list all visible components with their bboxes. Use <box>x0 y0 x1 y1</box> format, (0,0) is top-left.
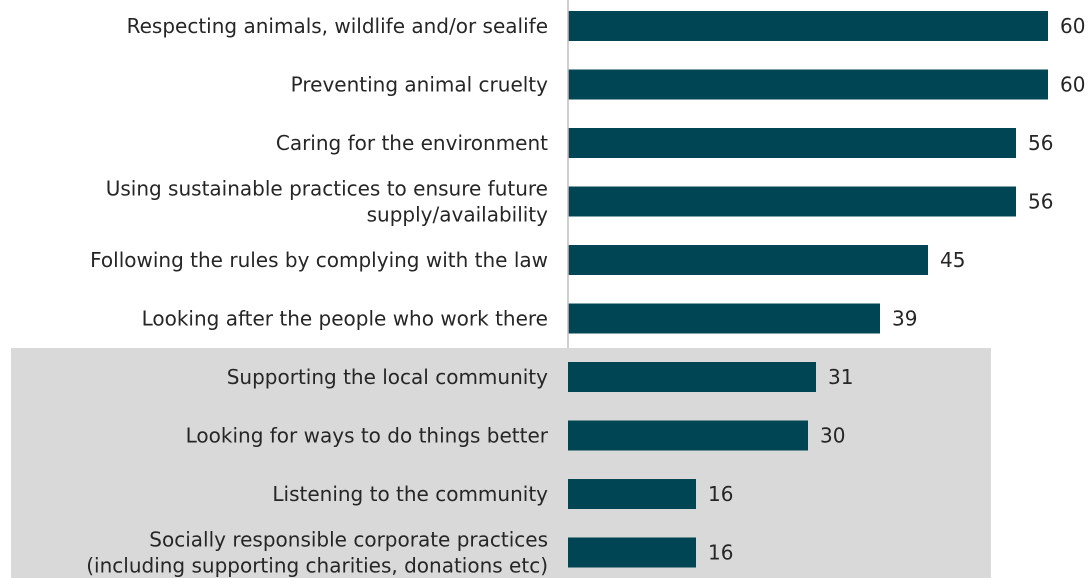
value-label: 45 <box>940 248 965 272</box>
value-labels: 60 60 56 56 45 39 31 30 16 16 <box>708 14 1085 565</box>
bar <box>568 479 696 509</box>
category-label-line: Supporting the local community <box>227 365 548 389</box>
bar <box>568 128 1016 158</box>
category-labels: Respecting animals, wildlife and/or seal… <box>86 14 549 578</box>
highlight-background <box>11 348 991 578</box>
category-label-line: supply/availability <box>367 203 549 227</box>
category-label: Socially responsible corporate practices… <box>86 528 548 578</box>
bar <box>568 362 816 392</box>
value-label: 56 <box>1028 190 1053 214</box>
category-label: Using sustainable practices to ensure fu… <box>106 177 548 227</box>
category-label: Caring for the environment <box>276 131 548 155</box>
value-label: 30 <box>820 424 845 448</box>
category-label: Looking after the people who work there <box>142 307 548 331</box>
category-label-line: Using sustainable practices to ensure fu… <box>106 177 548 201</box>
category-label-line: Following the rules by complying with th… <box>90 248 548 272</box>
bar <box>568 420 808 451</box>
value-label: 60 <box>1060 73 1085 97</box>
value-label: 39 <box>892 307 917 331</box>
category-label-line: Looking after the people who work there <box>142 307 548 331</box>
category-label: Preventing animal cruelty <box>291 73 548 97</box>
category-label-line: Respecting animals, wildlife and/or seal… <box>127 14 548 38</box>
category-label-line: Listening to the community <box>272 482 548 506</box>
bar <box>568 303 880 334</box>
bar <box>568 245 928 275</box>
category-label-line: Looking for ways to do things better <box>186 424 549 448</box>
bar <box>568 186 1016 217</box>
value-label: 16 <box>708 482 733 506</box>
category-label: Supporting the local community <box>227 365 548 389</box>
category-label-line: Socially responsible corporate practices <box>149 528 548 552</box>
category-label: Listening to the community <box>272 482 548 506</box>
bar <box>568 69 1048 100</box>
bar <box>568 11 1048 41</box>
category-label-line: Preventing animal cruelty <box>291 73 548 97</box>
category-label: Respecting animals, wildlife and/or seal… <box>127 14 548 38</box>
category-label-line: Caring for the environment <box>276 131 548 155</box>
value-label: 60 <box>1060 14 1085 38</box>
value-label: 56 <box>1028 131 1053 155</box>
category-label: Looking for ways to do things better <box>186 424 549 448</box>
value-label: 31 <box>828 365 853 389</box>
category-label: Following the rules by complying with th… <box>90 248 548 272</box>
category-label-line: (including supporting charities, donatio… <box>86 554 548 578</box>
bar <box>568 537 696 568</box>
bars-layer <box>568 11 1048 568</box>
value-label: 16 <box>708 541 733 565</box>
